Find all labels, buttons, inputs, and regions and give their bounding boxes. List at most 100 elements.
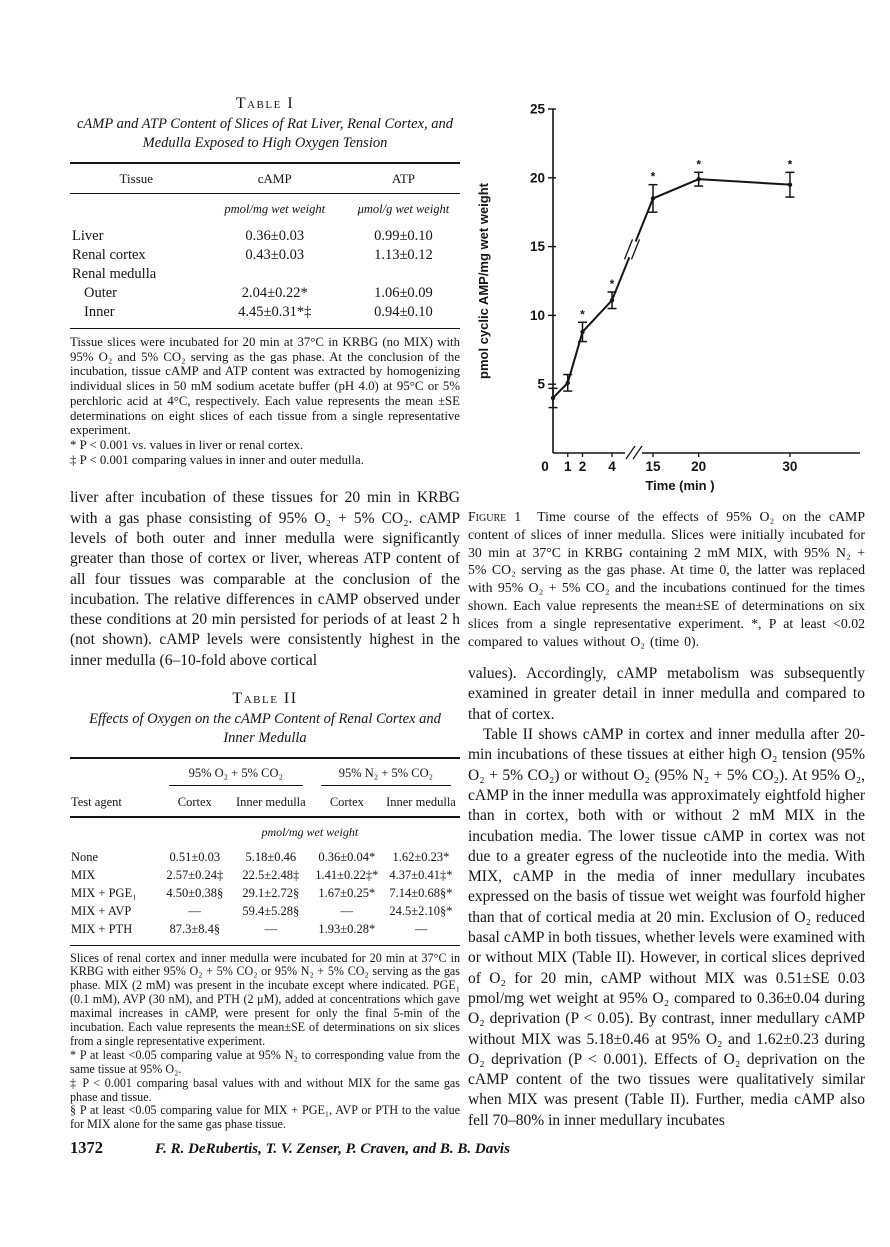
cell-camp: 0.36±0.03: [245, 228, 305, 244]
table2-caption: Effects of Oxygen on the cAMP Content of…: [89, 711, 441, 746]
right-paragraph-1: values). Accordingly, cAMP metabolism wa…: [468, 665, 865, 723]
cell-camp: 4.45±0.31*‡: [238, 304, 312, 320]
table1-units-row: pmol/mg wet weight μmol/g wet weight: [70, 194, 460, 227]
table-row: Inner 4.45±0.31*‡ 0.94±0.10: [70, 303, 460, 329]
table-row: None 0.51±0.03 5.18±0.46 0.36±0.04* 1.62…: [70, 848, 460, 866]
cell-value: 1.41±0.22‡*: [315, 867, 379, 882]
cell-camp: 0.43±0.03: [245, 247, 305, 263]
table-row: MIX + PTH 87.3±8.4§ — 1.93±0.28* —: [70, 920, 460, 945]
left-body-paragraph: liver after incubation of these tissues …: [70, 489, 460, 669]
svg-text:15: 15: [530, 239, 546, 254]
cell-value: —: [188, 903, 202, 918]
cell-tissue: Renal medulla: [72, 266, 157, 282]
cell-camp: 2.04±0.22*: [241, 285, 308, 301]
left-column: Table I cAMP and ATP Content of Slices o…: [70, 95, 460, 1132]
cell-agent: MIX + PTH: [71, 921, 133, 936]
table2-footnote-section: § P at least <0.05 comparing value for M…: [70, 1103, 460, 1132]
figure-caption-label: Figure 1: [468, 509, 522, 524]
svg-text:4: 4: [608, 459, 616, 474]
figure-1-caption: Figure 1 Time course of the effects of 9…: [468, 508, 865, 650]
cell-value: 4.37±0.41‡*: [389, 867, 453, 882]
svg-text:20: 20: [691, 459, 706, 474]
cell-agent: MIX: [71, 867, 96, 882]
cell-agent: MIX + PGE₁: [71, 885, 137, 900]
table2-units: pmol/mg wet weight: [261, 825, 359, 839]
cell-value: 7.14±0.68§*: [389, 885, 453, 900]
table2-col-agent: Test agent: [70, 788, 160, 818]
table1-header-row: Tissue cAMP ATP: [70, 163, 460, 194]
table2-footnotes: Slices of renal cortex and inner medulla…: [70, 950, 460, 1133]
data-series: [552, 178, 791, 399]
svg-text:*: *: [610, 277, 615, 291]
table-row: MIX 2.57±0.24‡ 22.5±2.48‡ 1.41±0.22‡* 4.…: [70, 866, 460, 884]
cell-atp: [347, 265, 460, 284]
spanner-n2: 95% N₂ + 5% CO₂: [312, 758, 460, 788]
cell-value: —: [414, 921, 428, 936]
table1-footnote-body: Tissue slices were incubated for 20 min …: [70, 335, 460, 438]
cell-atp: 0.94±0.10: [374, 304, 433, 320]
table2-footnote-star: * P at least <0.05 comparing value at 95…: [70, 1047, 460, 1076]
running-authors: F. R. DeRubertis, T. V. Zenser, P. Crave…: [155, 1141, 510, 1157]
cell-value: 24.5±2.10§*: [389, 903, 453, 918]
table1-footnote-star: * P < 0.001 vs. values in liver or renal…: [70, 437, 304, 452]
table-1: Tissue cAMP ATP pmol/mg wet weight μmol/…: [70, 162, 460, 329]
right-column: 5 10 15 20 25 0 1 2 4 15 20 30 Time (min ) pmol cycli…: [468, 95, 865, 1131]
cell-value: 1.67±0.25*: [318, 885, 376, 900]
cell-value: —: [264, 921, 278, 936]
cell-value: 1.93±0.28*: [318, 921, 376, 936]
svg-text:2: 2: [579, 459, 587, 474]
cell-value: 59.4±5.28§: [242, 903, 300, 918]
table1-col-atp: ATP: [346, 163, 460, 194]
table1-camp-units: pmol/mg wet weight: [224, 202, 326, 216]
figure-1: 5 10 15 20 25 0 1 2 4 15 20 30 Time (min ) pmol cycli…: [468, 95, 865, 502]
cell-value: 22.5±2.48‡: [242, 867, 300, 882]
cell-value: 0.36±0.04*: [318, 849, 376, 864]
svg-text:10: 10: [530, 308, 545, 323]
table-row: Outer 2.04±0.22* 1.06±0.09: [70, 284, 460, 303]
svg-text:15: 15: [645, 459, 661, 474]
right-paragraph-2: Table II shows cAMP in cortex and inner …: [468, 726, 865, 1129]
svg-text:*: *: [651, 170, 656, 184]
table1-footnote-dagger: ‡ P < 0.001 comparing values in inner an…: [70, 452, 364, 467]
cell-tissue: Renal cortex: [72, 247, 146, 263]
error-bars: * * * * *: [548, 157, 795, 409]
spanner-n2-label: 95% N₂ + 5% CO₂: [320, 761, 451, 786]
table-row: MIX + PGE₁ 4.50±0.38§ 29.1±2.72§ 1.67±0.…: [70, 884, 460, 902]
table2-footnote-dagger: ‡ P < 0.001 comparing basal values with …: [70, 1075, 460, 1104]
table2-col-cortex1: Cortex: [159, 788, 230, 818]
x-axis: [553, 445, 860, 460]
cell-tissue: Outer: [84, 285, 118, 301]
cell-tissue: Liver: [72, 228, 104, 244]
table2-footnote-body: Slices of renal cortex and inner medulla…: [70, 950, 460, 1048]
svg-text:25: 25: [530, 102, 546, 117]
table2-col-medulla1: Inner medulla: [229, 788, 312, 818]
table1-caption: cAMP and ATP Content of Slices of Rat Li…: [76, 116, 454, 151]
cell-value: 29.1±2.72§: [242, 885, 300, 900]
cell-value: 2.57±0.24‡: [166, 867, 224, 882]
table1-atp-units: μmol/g wet weight: [357, 202, 450, 216]
table-row: Renal cortex 0.43±0.03 1.13±0.12: [70, 246, 460, 265]
cell-value: 5.18±0.46: [245, 849, 297, 864]
table2-spanner-row: 95% O₂ + 5% CO₂ 95% N₂ + 5% CO₂: [70, 758, 460, 788]
page-number: 1372: [70, 1138, 103, 1157]
cell-camp: [203, 265, 347, 284]
table-2: 95% O₂ + 5% CO₂ 95% N₂ + 5% CO₂ Test age…: [70, 757, 460, 946]
table2-label: Table II: [232, 690, 298, 707]
svg-text:5: 5: [537, 377, 545, 392]
svg-text:*: *: [788, 157, 793, 171]
svg-text:30: 30: [782, 459, 797, 474]
cell-tissue: Inner: [84, 304, 115, 320]
cell-atp: 1.13±0.12: [374, 247, 433, 263]
cell-value: 87.3±8.4§: [169, 921, 221, 936]
table2-units-row: pmol/mg wet weight: [70, 817, 460, 848]
table2-col-cortex2: Cortex: [311, 788, 382, 818]
svg-text:20: 20: [530, 170, 545, 185]
svg-text:*: *: [696, 157, 701, 171]
cell-value: —: [340, 903, 354, 918]
table1-label: Table I: [235, 95, 295, 112]
table1-col-tissue: Tissue: [70, 163, 203, 194]
cell-value: 0.51±0.03: [169, 849, 221, 864]
cell-atp: 1.06±0.09: [374, 285, 433, 301]
figure-caption-text: Time course of the effects of 95% O₂ on …: [468, 509, 866, 649]
